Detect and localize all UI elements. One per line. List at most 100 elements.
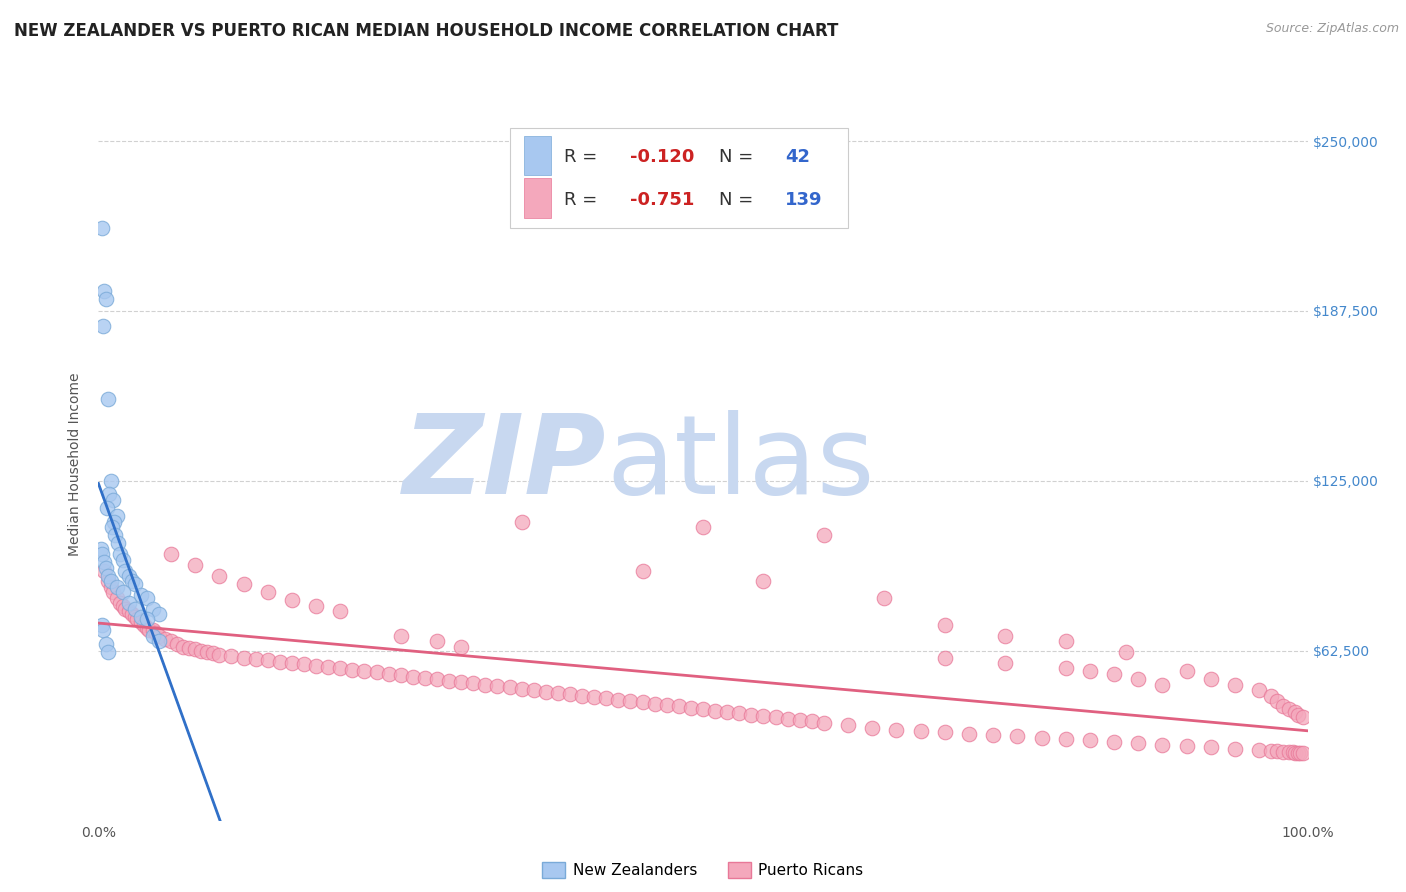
Point (1199, 740, 1222, 755)
Point (595, 691, 617, 706)
Point (1284, 705, 1306, 719)
Point (94, 561, 117, 575)
Text: -0.751: -0.751 (630, 191, 695, 209)
Point (873, 591, 896, 605)
Point (1272, 699, 1295, 714)
Point (292, 657, 315, 672)
Point (1031, 731, 1053, 745)
Point (957, 726, 980, 740)
Text: -0.120: -0.120 (630, 148, 695, 166)
Point (353, 664, 375, 678)
Point (129, 588, 152, 602)
Legend: New Zealanders, Puerto Ricans: New Zealanders, Puerto Ricans (536, 856, 870, 884)
Point (93, 555, 115, 569)
Point (1292, 747, 1315, 761)
Point (118, 596, 141, 610)
Point (1175, 664, 1198, 678)
Point (114, 601, 136, 615)
Point (402, 669, 425, 683)
Point (789, 713, 811, 727)
Point (716, 705, 738, 719)
Point (305, 599, 328, 613)
Point (107, 536, 129, 550)
Point (1292, 710, 1315, 724)
Point (118, 569, 141, 583)
Point (195, 645, 218, 659)
Point (558, 687, 581, 701)
Point (202, 647, 225, 661)
Point (114, 564, 136, 578)
Point (523, 683, 546, 698)
Text: N =: N = (718, 148, 759, 166)
Text: NEW ZEALANDER VS PUERTO RICAN MEDIAN HOUSEHOLD INCOME CORRELATION CHART: NEW ZEALANDER VS PUERTO RICAN MEDIAN HOU… (14, 22, 838, 40)
Point (837, 718, 859, 732)
Point (208, 569, 231, 583)
Point (98, 487, 121, 501)
Point (619, 694, 641, 708)
Text: R =: R = (564, 191, 603, 209)
Point (486, 679, 509, 693)
Point (111, 552, 134, 566)
Point (752, 574, 775, 589)
Point (377, 666, 399, 681)
Text: 42: 42 (785, 148, 810, 166)
Point (1249, 743, 1271, 757)
Point (1128, 673, 1150, 687)
Point (129, 615, 152, 630)
Point (1260, 689, 1282, 703)
Point (172, 640, 194, 654)
Point (1260, 743, 1282, 757)
Point (571, 689, 593, 703)
FancyBboxPatch shape (509, 128, 848, 228)
Point (342, 663, 364, 677)
Point (148, 607, 170, 621)
Point (108, 596, 131, 610)
Point (740, 707, 762, 722)
Point (1282, 746, 1305, 760)
Point (631, 564, 654, 578)
Point (91, 318, 114, 333)
Text: Source: ZipAtlas.com: Source: ZipAtlas.com (1265, 22, 1399, 36)
Point (934, 725, 956, 739)
Point (135, 621, 157, 635)
Point (100, 520, 122, 534)
Point (184, 642, 207, 657)
Point (1054, 732, 1077, 747)
Point (498, 681, 520, 695)
Point (316, 660, 339, 674)
Point (860, 721, 883, 735)
Point (148, 629, 170, 643)
Point (100, 574, 122, 589)
Point (813, 528, 835, 542)
Point (93, 564, 115, 578)
Point (1267, 694, 1289, 708)
Point (97, 392, 120, 407)
Point (934, 650, 956, 665)
Point (153, 632, 176, 646)
Point (981, 728, 1004, 742)
Point (1152, 738, 1174, 752)
Point (1175, 739, 1198, 753)
Point (655, 698, 678, 712)
Point (105, 509, 128, 524)
Point (1286, 746, 1309, 760)
Point (190, 644, 212, 658)
Point (1054, 661, 1077, 675)
Point (1249, 683, 1271, 698)
Point (129, 609, 152, 624)
Point (96, 501, 118, 516)
Point (1152, 678, 1174, 692)
Point (232, 650, 254, 665)
Point (105, 591, 128, 605)
Point (474, 678, 496, 692)
Point (1102, 666, 1125, 681)
Point (256, 585, 278, 599)
Point (142, 601, 165, 615)
Point (118, 604, 141, 618)
Point (232, 577, 254, 591)
Point (124, 601, 146, 615)
Point (1278, 745, 1301, 759)
Point (728, 706, 751, 721)
Point (91, 624, 114, 638)
Y-axis label: Median Household Income: Median Household Income (69, 372, 83, 556)
